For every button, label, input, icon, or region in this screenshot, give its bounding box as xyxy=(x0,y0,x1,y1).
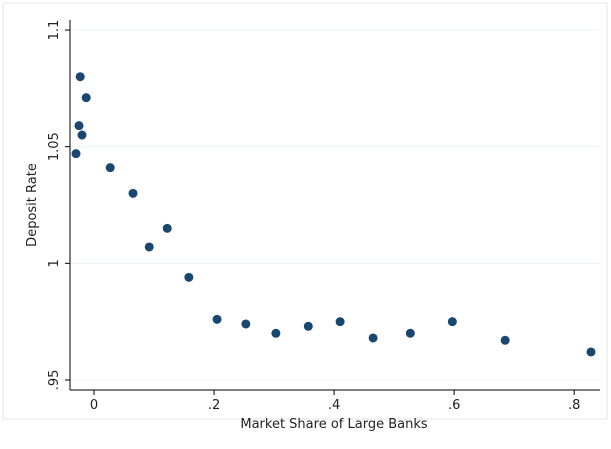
x-axis-label: Market Share of Large Banks xyxy=(240,417,427,432)
point xyxy=(74,121,84,131)
point xyxy=(405,328,415,338)
y-tick-label: 1.1 xyxy=(47,20,62,41)
point xyxy=(162,223,172,233)
point xyxy=(447,317,457,327)
y-axis-label: Deposit Rate xyxy=(25,163,40,247)
chart-frame xyxy=(2,2,608,420)
point xyxy=(271,328,281,338)
point xyxy=(81,93,91,103)
point xyxy=(212,314,222,324)
y-tick-label: 1 xyxy=(47,259,62,267)
y-tick-label: .95 xyxy=(47,370,62,391)
point xyxy=(105,163,115,173)
point xyxy=(241,319,251,329)
x-tick-label: .8 xyxy=(568,398,580,413)
point xyxy=(303,321,313,331)
point xyxy=(75,72,85,82)
point xyxy=(77,130,87,140)
point xyxy=(144,242,154,252)
point xyxy=(368,333,378,343)
x-tick-label: .6 xyxy=(448,398,460,413)
point xyxy=(71,149,81,159)
point xyxy=(335,317,345,327)
point xyxy=(184,272,194,282)
point xyxy=(128,188,138,198)
point xyxy=(500,335,510,345)
point xyxy=(586,347,596,357)
x-tick-label: .2 xyxy=(208,398,220,413)
x-tick-label: 0 xyxy=(90,398,98,413)
y-tick-label: 1.05 xyxy=(47,132,62,161)
x-tick-label: .4 xyxy=(328,398,340,413)
